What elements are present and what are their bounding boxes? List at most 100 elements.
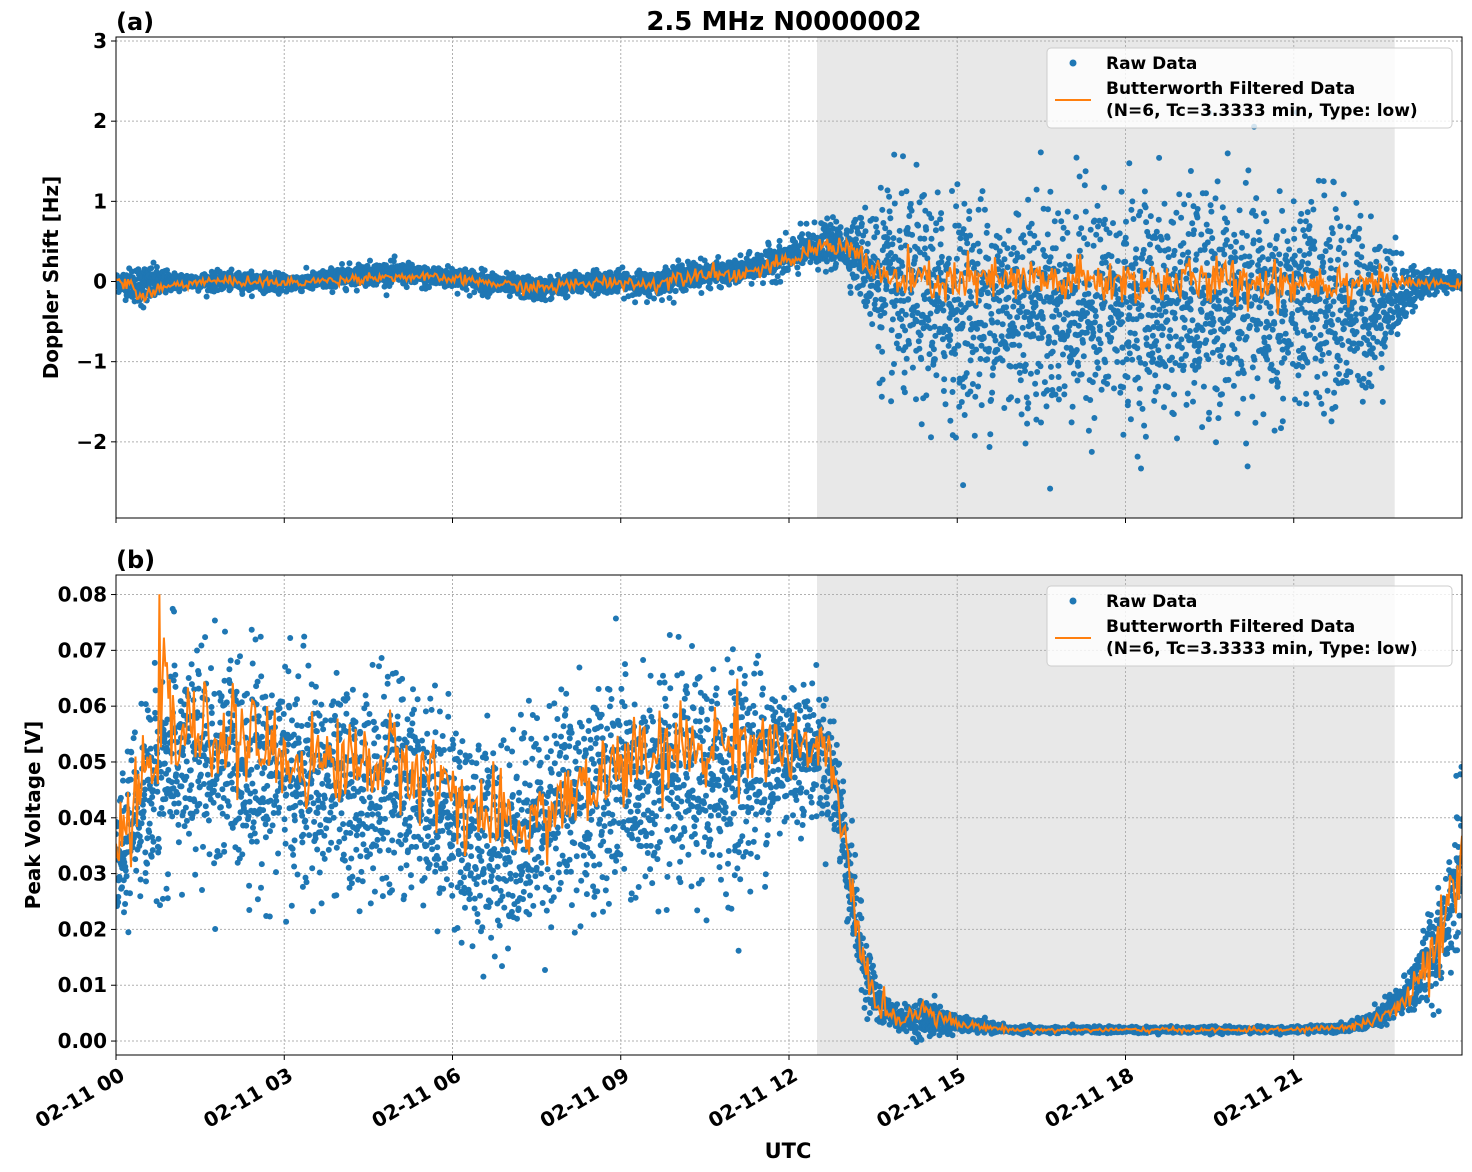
raw-data-point xyxy=(1133,337,1140,344)
raw-data-point xyxy=(1114,258,1121,264)
raw-data-point xyxy=(998,261,1005,268)
raw-data-point xyxy=(1070,370,1077,377)
raw-data-point xyxy=(1257,320,1264,327)
raw-data-point xyxy=(1303,390,1310,397)
raw-data-point xyxy=(1327,243,1334,250)
raw-data-point xyxy=(1153,228,1160,235)
raw-data-point xyxy=(1025,400,1032,407)
raw-data-point xyxy=(1170,411,1177,418)
raw-data-point xyxy=(1306,223,1313,230)
raw-data-point xyxy=(1248,301,1255,308)
raw-data-point xyxy=(1249,364,1256,371)
raw-data-point xyxy=(1098,386,1105,393)
raw-data-point xyxy=(343,287,350,294)
raw-data-point xyxy=(1130,216,1137,222)
raw-data-point xyxy=(1353,199,1360,206)
raw-data-point xyxy=(955,222,962,229)
raw-data-point xyxy=(899,307,905,314)
raw-data-point xyxy=(1258,245,1265,252)
raw-data-point xyxy=(746,248,753,255)
raw-data-point xyxy=(1140,246,1147,253)
raw-data-point xyxy=(1356,225,1363,232)
raw-data-point xyxy=(1260,210,1267,217)
raw-data-point xyxy=(952,434,959,441)
raw-data-point xyxy=(444,282,451,289)
raw-data-point xyxy=(1060,316,1067,323)
raw-data-point xyxy=(391,253,398,260)
raw-data-point xyxy=(974,260,981,267)
raw-data-point xyxy=(972,393,979,400)
raw-data-point xyxy=(1158,236,1165,243)
raw-data-point xyxy=(1231,231,1238,238)
raw-data-point xyxy=(1024,309,1031,316)
raw-data-point xyxy=(1308,198,1315,205)
raw-data-point xyxy=(701,257,708,264)
raw-data-point xyxy=(900,153,906,160)
raw-data-point xyxy=(1191,339,1198,345)
raw-data-point xyxy=(968,300,975,307)
raw-data-point xyxy=(1183,401,1190,408)
raw-data-point xyxy=(955,296,962,303)
raw-data-point xyxy=(1276,251,1283,258)
raw-data-point xyxy=(1211,251,1218,257)
raw-data-point xyxy=(1357,212,1364,219)
raw-data-point xyxy=(1102,259,1109,266)
raw-data-point xyxy=(1242,179,1249,186)
raw-data-point xyxy=(1015,330,1021,337)
raw-data-point xyxy=(1231,346,1238,353)
raw-data-point xyxy=(1068,419,1075,426)
raw-data-point xyxy=(227,285,234,292)
raw-data-point xyxy=(1016,342,1023,349)
raw-data-point xyxy=(1055,374,1062,380)
raw-data-point xyxy=(1190,203,1197,210)
raw-data-point xyxy=(824,215,831,222)
raw-data-point xyxy=(1048,294,1055,301)
raw-data-point xyxy=(1334,215,1340,222)
raw-data-point xyxy=(884,235,891,242)
raw-data-point xyxy=(726,281,733,288)
raw-data-point xyxy=(953,203,960,210)
raw-data-point xyxy=(636,290,642,297)
raw-data-point xyxy=(1111,385,1117,392)
raw-data-point xyxy=(976,371,983,378)
raw-data-point xyxy=(1091,217,1098,224)
raw-data-point xyxy=(1307,310,1314,317)
raw-data-point xyxy=(1205,356,1212,363)
raw-data-point xyxy=(898,190,905,197)
raw-data-point xyxy=(1358,340,1364,347)
raw-data-point xyxy=(1392,234,1399,241)
raw-data-point xyxy=(946,337,953,344)
raw-data-point xyxy=(1053,307,1060,314)
raw-data-point xyxy=(1170,219,1177,226)
raw-data-point xyxy=(1137,208,1144,215)
raw-data-point xyxy=(153,264,160,270)
raw-data-point xyxy=(1125,398,1131,405)
raw-data-point xyxy=(1266,242,1273,249)
raw-data-point xyxy=(1260,411,1267,418)
raw-data-point xyxy=(922,245,928,252)
raw-data-point xyxy=(1255,262,1261,268)
raw-data-point xyxy=(1224,219,1231,226)
raw-data-point xyxy=(984,222,991,229)
raw-data-point xyxy=(908,207,915,214)
raw-data-point xyxy=(1005,294,1012,301)
raw-data-point xyxy=(1058,218,1065,225)
raw-data-point xyxy=(978,342,985,349)
raw-data-point xyxy=(1396,316,1403,323)
raw-data-point xyxy=(510,270,517,277)
raw-data-point xyxy=(1331,389,1338,396)
raw-data-point xyxy=(862,204,869,211)
raw-data-point xyxy=(856,261,863,267)
raw-data-point xyxy=(1278,359,1285,366)
raw-data-point xyxy=(278,287,285,294)
raw-data-point xyxy=(1274,379,1281,386)
raw-data-point xyxy=(1322,370,1328,377)
raw-data-point xyxy=(1171,247,1178,254)
raw-data-point xyxy=(1194,206,1201,212)
raw-data-point xyxy=(1021,239,1028,246)
raw-data-point xyxy=(1329,321,1335,328)
raw-data-point xyxy=(1021,314,1028,321)
raw-data-point xyxy=(1249,393,1256,400)
raw-data-point xyxy=(882,301,889,308)
raw-data-point xyxy=(976,248,983,255)
